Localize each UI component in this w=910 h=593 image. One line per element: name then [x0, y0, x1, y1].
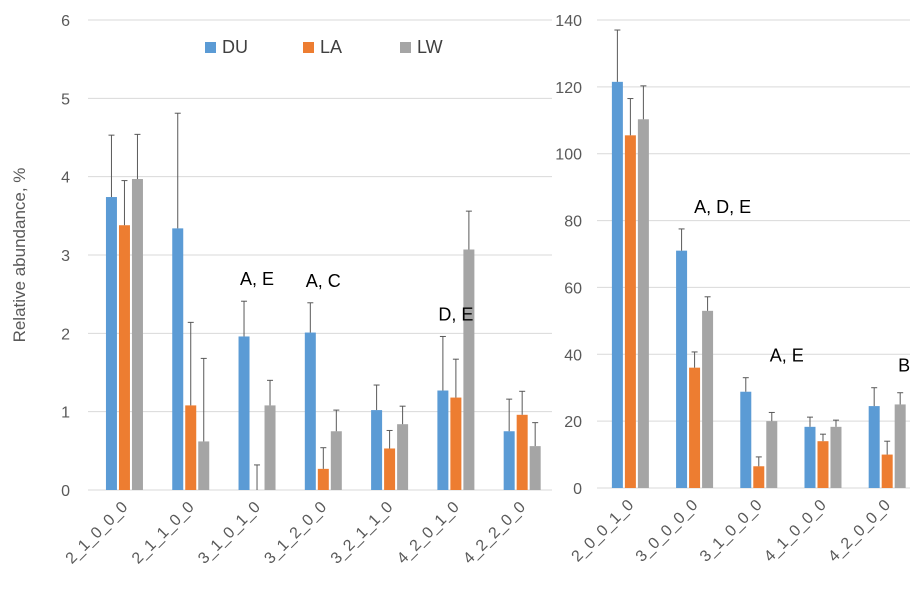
y-tick-label: 1 [61, 405, 70, 422]
y-tick-label: 2 [61, 326, 70, 343]
bar-du [238, 336, 250, 490]
y-tick-label: 0 [573, 481, 582, 498]
bar-du [611, 81, 623, 488]
y-tick-label: 100 [555, 147, 582, 164]
bar-lw [463, 249, 475, 490]
bar-la [624, 135, 636, 489]
y-tick-label: 140 [555, 13, 582, 30]
y-tick-label: 3 [61, 248, 70, 265]
bar-la [118, 225, 130, 490]
left-panel: 0 1 2 3 4 5 6 Relative abundance, % 2_1_0_0_02_1… [10, 13, 552, 567]
bar-la [881, 454, 893, 488]
x-tick-label: 3_0_0_0_0 [633, 497, 702, 566]
bar-la [317, 468, 329, 490]
bar-la [753, 466, 765, 488]
significance-annotation: A, E [240, 269, 274, 289]
bar-la [185, 405, 197, 490]
legend-label-la: LA [320, 37, 342, 57]
bar-lw [529, 446, 541, 490]
bar-lw [131, 179, 143, 490]
significance-annotation: B, E [898, 356, 910, 376]
legend: DU LA LW [205, 37, 443, 57]
y-tick-label: 5 [61, 91, 70, 108]
x-tick-label: 2_1_0_0_0 [63, 499, 132, 568]
x-tick-label: 4_2_2_0_0 [460, 499, 529, 568]
bar-du [172, 228, 184, 490]
bar-lw [198, 441, 210, 490]
legend-swatch-du [205, 42, 216, 53]
x-tick-label: 4_1_0_0_0 [761, 497, 830, 566]
x-tick-label: 2_1_1_0_0 [129, 499, 198, 568]
bar-du [437, 390, 449, 490]
bar-du [804, 426, 816, 488]
bar-la [450, 397, 462, 490]
legend-swatch-la [303, 42, 314, 53]
bar-lw [894, 404, 906, 488]
x-tick-label: 4_2_0_1_0 [394, 499, 463, 568]
bar-lw [330, 431, 342, 490]
y-axis-label: Relative abundance, % [10, 168, 29, 343]
x-tick-label: 4_2_0_0_0 [825, 497, 894, 566]
x-tick-label: 2_0_0_1_0 [569, 497, 638, 566]
bar-lw [830, 426, 842, 488]
bar-du [868, 406, 880, 488]
legend-swatch-lw [400, 42, 411, 53]
y-tick-label: 0 [61, 483, 70, 500]
bar-du [740, 391, 752, 488]
bar-lw [766, 421, 778, 488]
right-panel: 0 20 40 60 80 100 120 140 2_0_0_1_03_0_0_0_0 A, D… [555, 13, 910, 565]
y-tick-label: 60 [564, 280, 582, 297]
x-tick-label: 3_2_1_1_0 [328, 499, 397, 568]
bar-lw [637, 119, 649, 488]
significance-annotation: A, E [770, 346, 804, 366]
y-tick-label: 20 [564, 414, 582, 431]
bar-la [689, 367, 701, 488]
bar-la [817, 441, 829, 488]
bar-du [503, 431, 515, 490]
bar-lw [264, 405, 276, 490]
significance-annotation: A, D, E [694, 197, 751, 217]
legend-label-du: DU [222, 37, 248, 57]
bar-lw [702, 310, 714, 488]
bar-du [676, 250, 688, 488]
bar-du [371, 410, 383, 490]
y-tick-label: 120 [555, 80, 582, 97]
bar-lw [397, 424, 409, 490]
x-tick-label: 3_1_0_0_0 [697, 497, 766, 566]
significance-annotation: A, C [306, 271, 341, 291]
y-tick-label: 40 [564, 347, 582, 364]
x-tick-label: 3_1_2_0_0 [261, 499, 330, 568]
bar-la [516, 414, 528, 490]
y-tick-label: 80 [564, 214, 582, 231]
significance-annotation: D, E [438, 304, 473, 324]
legend-label-lw: LW [417, 37, 443, 57]
bar-du [304, 332, 316, 490]
bar-du [105, 197, 117, 491]
x-tick-label: 3_1_0_1_0 [195, 499, 264, 568]
y-tick-label: 4 [61, 170, 70, 187]
bar-la [384, 448, 396, 490]
y-tick-label: 6 [61, 13, 70, 30]
